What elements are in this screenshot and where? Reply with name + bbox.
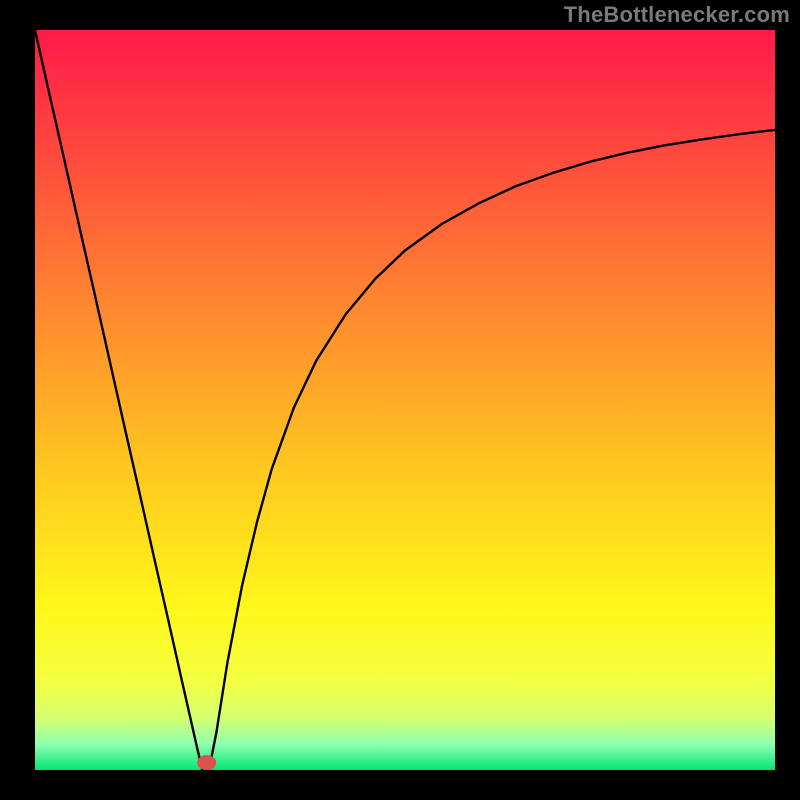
optimal-marker: [198, 756, 216, 770]
series-bottleneck-curve: [35, 30, 775, 770]
plot-area: [35, 30, 775, 770]
watermark-text: TheBottlenecker.com: [564, 2, 790, 28]
canvas-root: TheBottlenecker.com: [0, 0, 800, 800]
chart-svg: [35, 30, 775, 770]
